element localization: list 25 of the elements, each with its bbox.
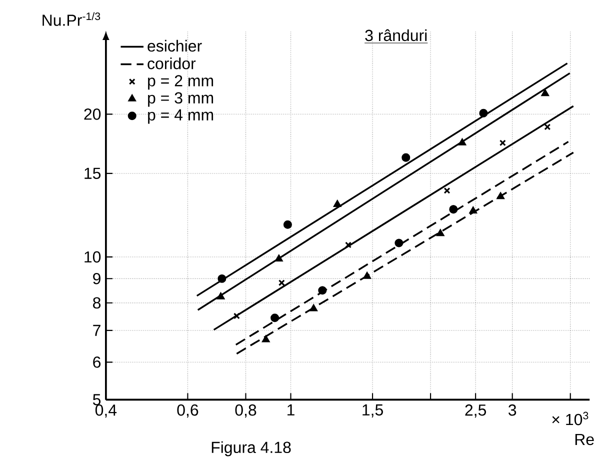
legend-label: p = 2 mm [148,75,214,90]
x-tick-label: 1 [288,404,294,416]
y-tick-label: 6 [93,356,101,368]
y-tick-label: 15 [84,168,101,180]
chart-title: 3 rânduri [365,29,427,42]
legend-label: coridor [148,58,196,70]
legend-label: p = 4 mm [148,110,214,124]
text: Figura 4.18 [212,441,291,456]
x-axis-title: Re [575,434,594,446]
y-tick-label: 7 [93,325,100,336]
y-tick-label: 8 [93,297,101,309]
x-tick-label: 2,5 [465,404,486,418]
x-tick-label: 1,5 [362,404,383,418]
x-tick-label: 0,6 [177,404,198,418]
y-axis-title: Nu.Pr$^{-1/3}$ [42,12,100,26]
y-tick-label: 10 [84,251,101,263]
x-tick-label: 0,4 [95,404,117,418]
x-tick-label: 3 [508,404,516,416]
x-tick-label: 0,8 [235,404,256,418]
legend-label: p = 3 mm [148,92,214,107]
text: × 10$^{3}$ [552,412,588,426]
y-tick-label: 20 [84,108,101,120]
y-tick-label: 9 [93,273,100,284]
y-tick-label: 5 [92,394,101,406]
legend-label: esichier [148,40,202,52]
